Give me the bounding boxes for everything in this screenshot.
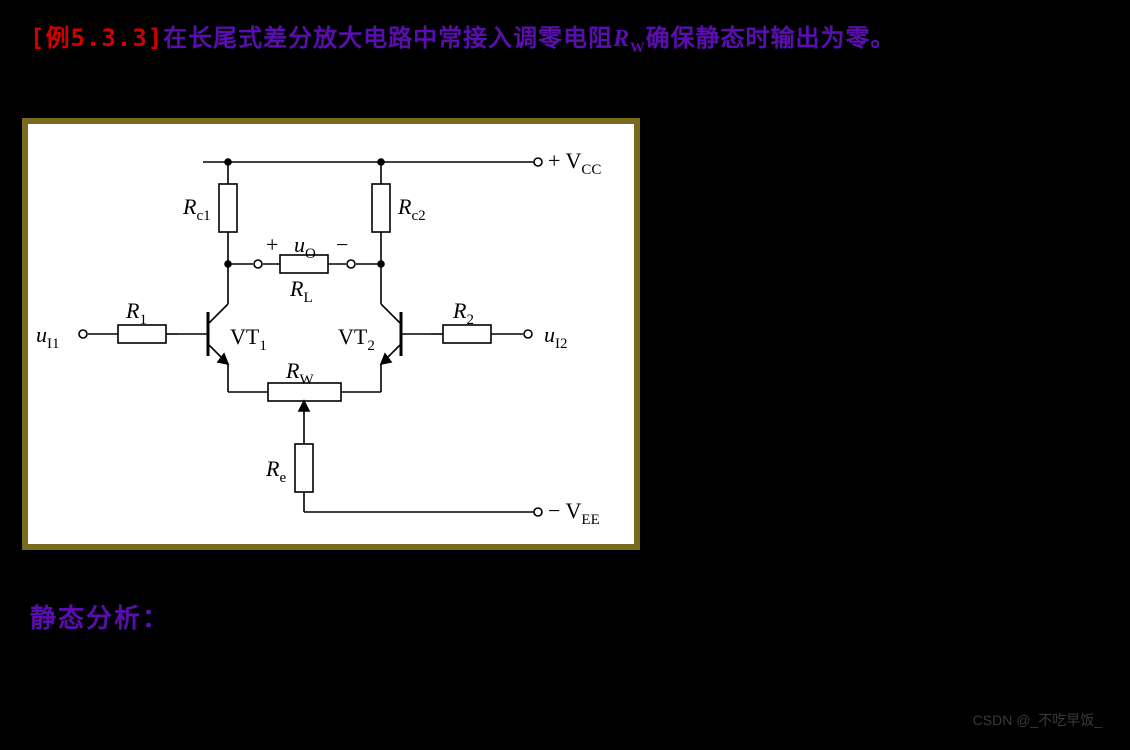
watermark: CSDN @_不吃早饭_ (973, 710, 1102, 730)
plus-sign: + (266, 232, 278, 257)
circuit-schematic: + VCC − VEE Rc1 Rc2 + − uO RL R1 R2 uI1 … (28, 124, 634, 544)
section-static-analysis: 静态分析： (30, 598, 170, 635)
re-label: Re (265, 456, 286, 486)
rc2-label: Rc2 (397, 194, 426, 224)
vt1-label: VT1 (230, 324, 267, 354)
minus-sign: − (336, 232, 348, 257)
ui2-label: uI2 (544, 322, 568, 352)
circuit-diagram-frame: + VCC − VEE Rc1 Rc2 + − uO RL R1 R2 uI1 … (22, 118, 640, 550)
vee-label: − VEE (548, 498, 600, 528)
ui1-label: uI1 (36, 322, 60, 352)
vcc-label: + VCC (548, 148, 601, 178)
vt2-label: VT2 (338, 324, 375, 354)
title-body: 在长尾式差分放大电路中常接入调零电阻RW确保静态时输出为零。 (163, 26, 895, 52)
rc1-label: Rc1 (182, 194, 211, 224)
example-number: [例5.3.3] (30, 24, 163, 52)
r2-label: R2 (452, 298, 474, 328)
rl-label: RL (289, 276, 313, 306)
example-title: [例5.3.3]在长尾式差分放大电路中常接入调零电阻RW确保静态时输出为零。 (30, 18, 896, 57)
r1-label: R1 (125, 298, 147, 328)
